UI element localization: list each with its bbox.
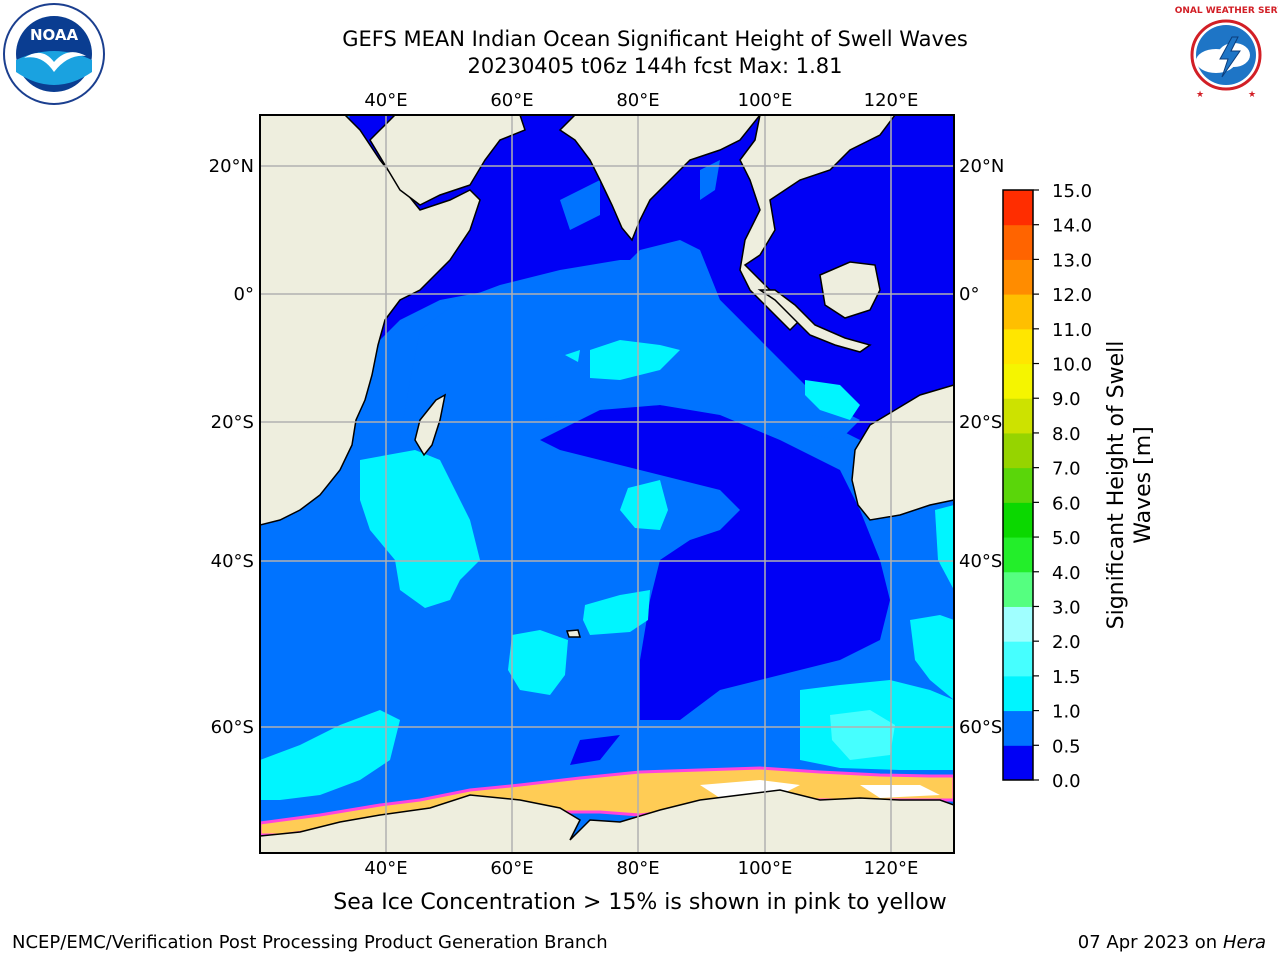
lat-label-left: 20°N bbox=[209, 156, 254, 177]
sumatra-landmass bbox=[757, 289, 872, 353]
lon-label-bottom: 60°E bbox=[490, 858, 533, 879]
colorbar-segment bbox=[1003, 745, 1033, 781]
high-swell-patch-10 bbox=[935, 505, 954, 590]
map-title: GEFS MEAN Indian Ocean Significant Heigh… bbox=[342, 27, 968, 51]
lon-label-top: 100°E bbox=[738, 90, 793, 111]
colorbar-tick-label: 2.0 bbox=[1052, 632, 1081, 653]
colorbar-tick-label: 7.0 bbox=[1052, 459, 1081, 480]
high-swell-patch-8 bbox=[260, 710, 400, 800]
lon-label-top: 120°E bbox=[864, 90, 919, 111]
colorbar-tick-label: 1.5 bbox=[1052, 667, 1081, 688]
map-gridlines bbox=[260, 115, 954, 853]
colorbar-segment bbox=[1003, 294, 1033, 330]
colorbar-segment bbox=[1003, 259, 1033, 295]
noaa-logo: NOAA bbox=[3, 3, 105, 105]
lat-label-right: 60°S bbox=[959, 717, 1002, 738]
high-swell-patch-9 bbox=[910, 615, 954, 700]
colorbar-segment bbox=[1003, 363, 1033, 399]
footer-date-text: 07 Apr 2023 on bbox=[1077, 932, 1223, 953]
footer-machine: Hera bbox=[1222, 932, 1266, 953]
map-area bbox=[260, 115, 954, 853]
antarctica-landmass bbox=[260, 789, 954, 853]
colorbar-tick-label: 14.0 bbox=[1052, 216, 1092, 237]
colorbar-segment bbox=[1003, 432, 1033, 469]
kerguelen-island bbox=[565, 629, 581, 638]
lon-label-top: 40°E bbox=[364, 90, 407, 111]
nws-logo: NATIONAL WEATHER SERVICE ★ ★ bbox=[1174, 5, 1278, 105]
lat-label-left: 60°S bbox=[211, 717, 254, 738]
footer-date: 07 Apr 2023 on Hera bbox=[1078, 932, 1266, 953]
map-frame bbox=[259, 114, 955, 854]
colorbar-segment bbox=[1003, 606, 1033, 642]
colorbar-segment bbox=[1003, 537, 1033, 573]
india-landmass bbox=[558, 115, 761, 242]
map-subtitle: 20230405 t06z 144h fcst Max: 1.81 bbox=[467, 54, 843, 78]
high-swell-patch-3 bbox=[620, 480, 668, 530]
madagascar-landmass bbox=[414, 393, 447, 457]
colorbar-tick-label: 0.5 bbox=[1052, 736, 1081, 757]
colorbar-segment bbox=[1003, 675, 1033, 712]
lat-label-left: 40°S bbox=[211, 551, 254, 572]
colorbar-segment bbox=[1003, 328, 1033, 365]
low-swell-region-south bbox=[570, 735, 620, 765]
low-swell-region-central bbox=[540, 405, 890, 720]
colorbar: 0.0 0.5 1.0 1.5 2.0 3.0 4.0 5.0 6.0 7.0 8.0 9.0 10.0… bbox=[1002, 181, 1092, 792]
high-swell-patch-7 bbox=[830, 710, 895, 760]
colorbar-segment bbox=[1003, 571, 1033, 607]
lat-label-left: 20°S bbox=[211, 412, 254, 433]
colorbar-tick-label: 8.0 bbox=[1052, 424, 1081, 445]
lat-label-left: 0° bbox=[234, 284, 254, 305]
footer-credit: NCEP/EMC/Verification Post Processing Pr… bbox=[12, 932, 608, 953]
colorbar-segment bbox=[1003, 710, 1033, 746]
colorbar-tick-label: 13.0 bbox=[1052, 250, 1092, 271]
colorbar-frame bbox=[1002, 189, 1034, 781]
colorbar-tick-label: 11.0 bbox=[1052, 320, 1092, 341]
colorbar-segment bbox=[1003, 190, 1033, 226]
colorbar-title-line1: Significant Height of Swell bbox=[1104, 341, 1129, 630]
lon-label-bottom: 40°E bbox=[364, 858, 407, 879]
lat-label-right: 20°S bbox=[959, 412, 1002, 433]
colorbar-segment bbox=[1003, 641, 1033, 677]
nws-logo-text: NATIONAL WEATHER SERVICE bbox=[1174, 6, 1278, 16]
lon-label-bottom: 80°E bbox=[616, 858, 659, 879]
svg-text:★: ★ bbox=[1196, 90, 1204, 100]
high-swell-patch-1 bbox=[360, 450, 480, 608]
colorbar-segment bbox=[1003, 398, 1033, 434]
borneo-landmass bbox=[819, 261, 881, 319]
high-swell-patch-2 bbox=[590, 340, 680, 380]
colorbar-tick-label: 9.0 bbox=[1052, 389, 1081, 410]
lat-label-right: 0° bbox=[959, 284, 979, 305]
high-swell-patch-4 bbox=[583, 590, 650, 635]
colorbar-segment bbox=[1003, 224, 1033, 260]
sea-ice-note: Sea Ice Concentration > 15% is shown in … bbox=[333, 890, 947, 915]
colorbar-tick-label: 0.0 bbox=[1052, 771, 1081, 792]
colorbar-tick-label: 3.0 bbox=[1052, 597, 1081, 618]
australia-landmass bbox=[851, 384, 954, 521]
colorbar-tick-label: 4.0 bbox=[1052, 563, 1081, 584]
lon-label-top: 60°E bbox=[490, 90, 533, 111]
lon-label-bottom: 100°E bbox=[738, 858, 793, 879]
noaa-logo-text: NOAA bbox=[30, 26, 79, 44]
high-swell-patch-5 bbox=[508, 630, 568, 695]
colorbar-tick-label: 5.0 bbox=[1052, 528, 1081, 549]
lon-label-top: 80°E bbox=[616, 90, 659, 111]
colorbar-tick-label: 1.0 bbox=[1052, 702, 1081, 723]
colorbar-title-line2: Waves [m] bbox=[1131, 426, 1156, 543]
svg-text:★: ★ bbox=[1248, 90, 1256, 100]
colorbar-segment bbox=[1003, 467, 1033, 503]
lat-label-right: 20°N bbox=[959, 156, 1004, 177]
colorbar-tick-label: 15.0 bbox=[1052, 181, 1092, 202]
low-swell-region-north bbox=[260, 115, 954, 470]
colorbar-segment bbox=[1003, 502, 1033, 538]
lat-label-right: 40°S bbox=[959, 551, 1002, 572]
colorbar-tick-label: 10.0 bbox=[1052, 355, 1092, 376]
lon-label-bottom: 120°E bbox=[864, 858, 919, 879]
arabia-landmass bbox=[369, 115, 526, 206]
colorbar-tick-label: 12.0 bbox=[1052, 285, 1092, 306]
colorbar-tick-label: 6.0 bbox=[1052, 493, 1081, 514]
